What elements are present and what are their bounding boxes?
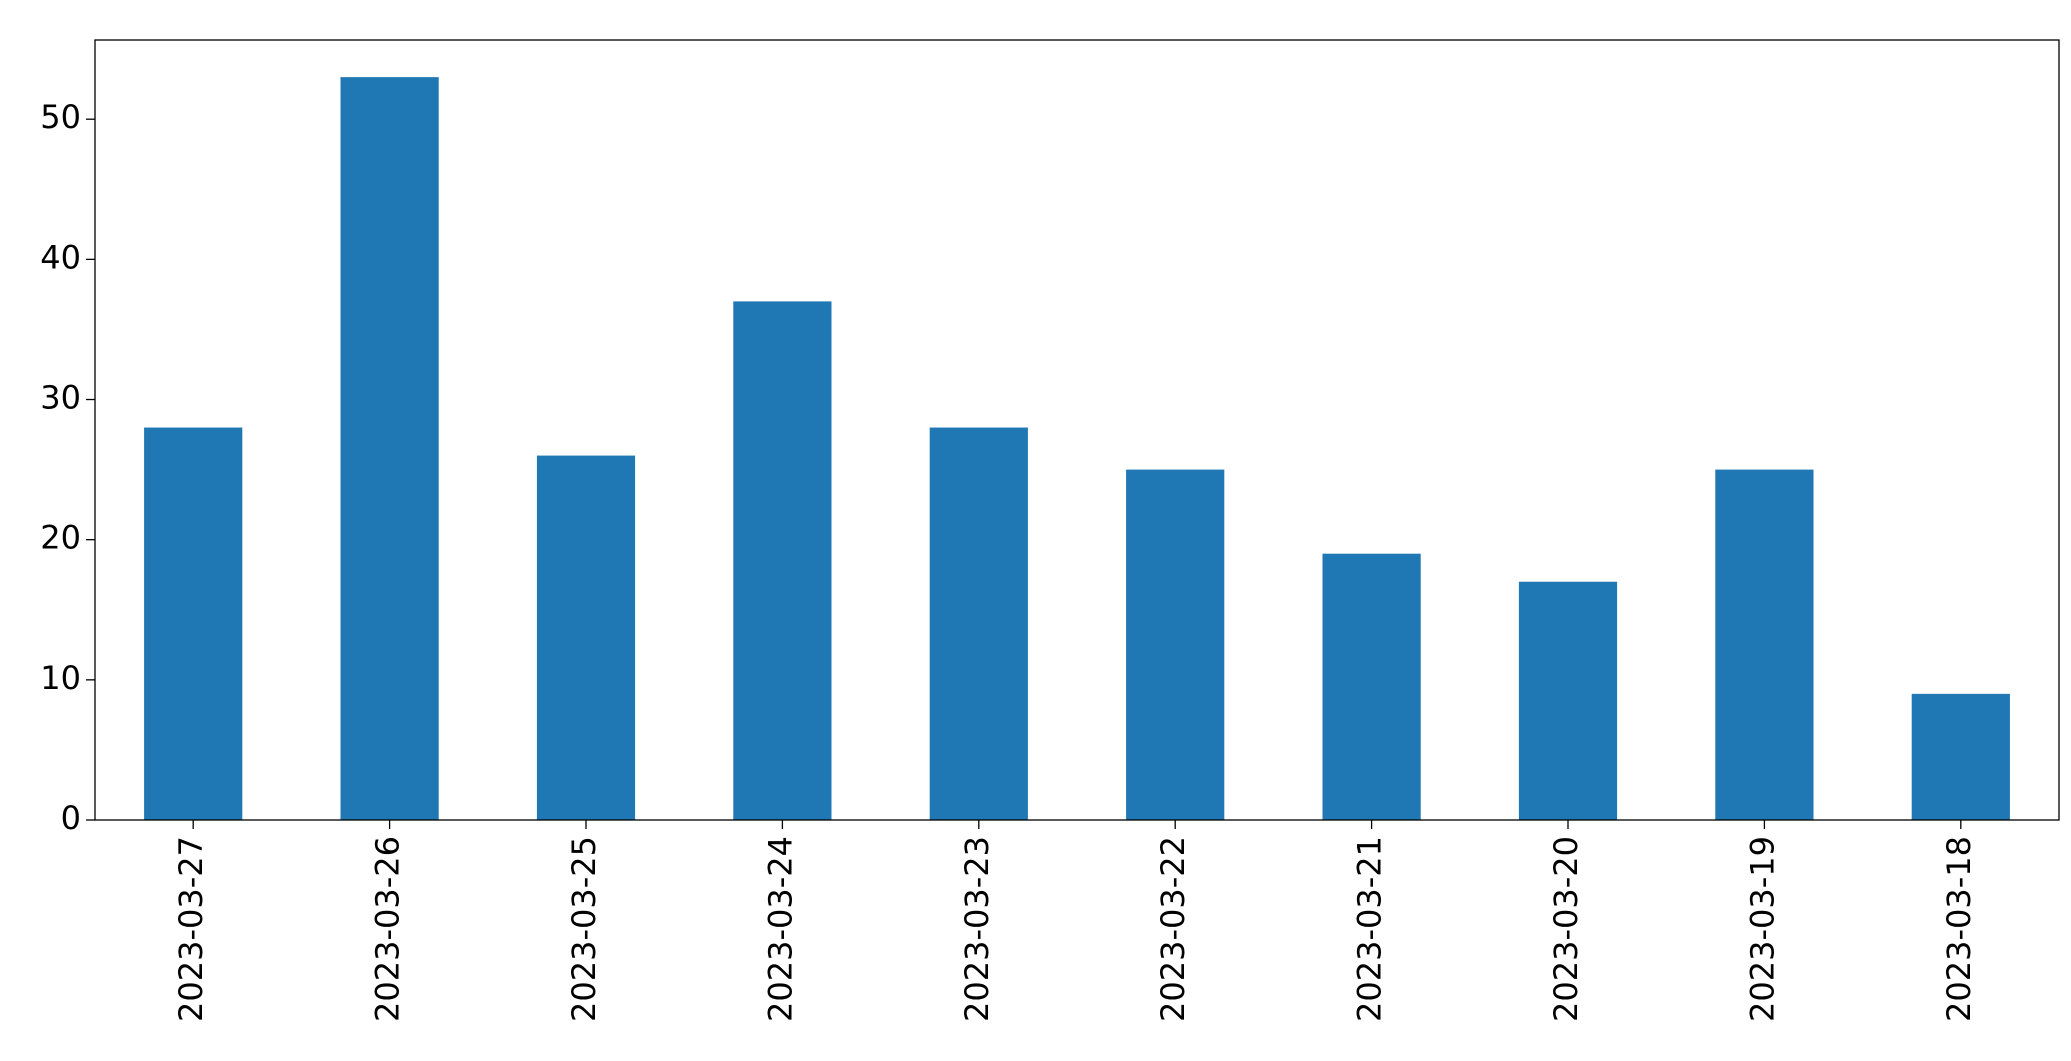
bar bbox=[1715, 469, 1814, 820]
axes-frame bbox=[94, 39, 2060, 821]
bar bbox=[536, 455, 636, 820]
x-tick-label: 2023-03-18 bbox=[1940, 836, 1978, 1022]
bar bbox=[340, 77, 439, 820]
x-tick-label: 2023-03-21 bbox=[1351, 836, 1389, 1022]
x-tick-label: 2023-03-23 bbox=[958, 836, 996, 1022]
bar bbox=[1322, 553, 1421, 820]
x-tick-label: 2023-03-26 bbox=[369, 836, 407, 1022]
bar bbox=[1126, 469, 1225, 820]
bar bbox=[144, 427, 243, 820]
x-tick-label: 2023-03-24 bbox=[761, 836, 799, 1022]
y-tick-label: 30 bbox=[40, 379, 81, 417]
x-tick-label: 2023-03-20 bbox=[1547, 836, 1585, 1022]
y-tick-label: 40 bbox=[40, 238, 81, 276]
x-tick-label: 2023-03-27 bbox=[172, 836, 210, 1022]
bar bbox=[1911, 693, 2010, 820]
y-tick-label: 20 bbox=[40, 519, 81, 557]
y-tick-label: 0 bbox=[61, 799, 81, 837]
bar bbox=[733, 301, 832, 820]
y-tick-label: 50 bbox=[40, 98, 81, 136]
x-tick-label: 2023-03-22 bbox=[1154, 836, 1192, 1022]
y-tick-label: 10 bbox=[40, 659, 81, 697]
bar bbox=[929, 427, 1028, 820]
x-tick-label: 2023-03-25 bbox=[565, 836, 603, 1022]
bar bbox=[1518, 581, 1618, 820]
x-tick-label: 2023-03-19 bbox=[1743, 836, 1781, 1022]
